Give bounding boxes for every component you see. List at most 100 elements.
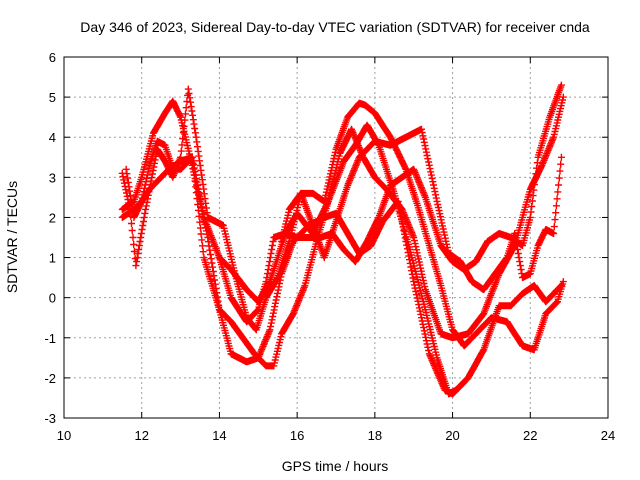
data-point bbox=[172, 100, 174, 102]
data-point bbox=[498, 273, 500, 275]
data-point bbox=[370, 244, 372, 247]
data-point bbox=[230, 321, 232, 323]
y-tick-label: -1 bbox=[44, 331, 56, 346]
data-point bbox=[288, 208, 290, 210]
data-point bbox=[180, 160, 182, 162]
data-point bbox=[148, 164, 151, 166]
data-point bbox=[335, 220, 337, 223]
y-axis-label: SDTVAR / TECUs bbox=[4, 181, 20, 293]
data-point bbox=[145, 208, 147, 210]
data-point bbox=[343, 248, 345, 251]
data-point bbox=[300, 192, 302, 194]
data-point bbox=[424, 309, 426, 311]
data-point bbox=[529, 273, 531, 275]
data-point bbox=[413, 168, 415, 170]
data-point bbox=[172, 168, 174, 170]
data-point bbox=[545, 228, 547, 231]
data-point bbox=[510, 305, 512, 307]
data-point bbox=[347, 184, 349, 186]
data-point bbox=[133, 200, 135, 202]
data-point bbox=[475, 261, 477, 263]
data-point bbox=[494, 273, 496, 275]
data-point bbox=[385, 188, 388, 190]
data-point bbox=[230, 297, 232, 299]
data-point bbox=[218, 309, 220, 311]
data-point bbox=[327, 200, 329, 202]
data-point bbox=[553, 232, 555, 235]
x-tick-label: 22 bbox=[523, 428, 537, 443]
data-point bbox=[148, 188, 151, 190]
data-point bbox=[436, 200, 438, 202]
data-point bbox=[378, 216, 380, 218]
data-point bbox=[164, 112, 166, 114]
x-tick-label: 12 bbox=[134, 428, 148, 443]
data-point bbox=[463, 345, 465, 347]
data-point bbox=[428, 244, 430, 247]
data-point bbox=[537, 244, 539, 247]
x-tick-label: 18 bbox=[368, 428, 382, 443]
data-point bbox=[452, 261, 454, 263]
data-point bbox=[506, 321, 508, 323]
data-point bbox=[358, 156, 360, 158]
data-point bbox=[562, 281, 564, 283]
y-tick-label: 3 bbox=[49, 170, 56, 185]
data-point bbox=[323, 200, 325, 202]
data-point bbox=[125, 168, 127, 170]
data-point bbox=[393, 192, 395, 194]
data-point bbox=[529, 216, 531, 218]
data-point bbox=[152, 132, 154, 134]
data-point bbox=[374, 112, 376, 114]
data-point bbox=[281, 333, 283, 335]
data-point bbox=[420, 128, 423, 130]
y-tick-label: 2 bbox=[49, 210, 56, 225]
data-point bbox=[323, 257, 325, 259]
data-point bbox=[413, 281, 415, 283]
data-point bbox=[374, 140, 376, 142]
x-tick-label: 20 bbox=[445, 428, 459, 443]
data-point bbox=[230, 269, 232, 271]
data-point bbox=[133, 216, 135, 218]
data-point bbox=[436, 357, 438, 359]
data-point bbox=[257, 309, 259, 311]
data-point bbox=[253, 353, 255, 355]
data-point bbox=[521, 277, 524, 279]
data-point bbox=[533, 285, 535, 287]
data-point bbox=[413, 236, 415, 239]
data-point bbox=[560, 156, 563, 158]
y-tick-label: -2 bbox=[44, 371, 56, 386]
data-point bbox=[281, 273, 283, 275]
data-point bbox=[401, 208, 403, 210]
data-point bbox=[218, 257, 220, 259]
data-point bbox=[160, 176, 162, 178]
data-point bbox=[172, 176, 174, 178]
data-point bbox=[180, 168, 182, 170]
data-point bbox=[562, 96, 564, 98]
data-point bbox=[428, 353, 430, 355]
data-point bbox=[296, 212, 298, 214]
y-tick-label: -3 bbox=[44, 411, 56, 426]
data-point bbox=[533, 349, 535, 351]
data-point bbox=[230, 353, 232, 355]
data-point bbox=[529, 188, 531, 190]
data-point bbox=[366, 240, 368, 243]
data-point bbox=[521, 345, 524, 347]
data-point bbox=[207, 236, 209, 239]
data-point bbox=[364, 104, 366, 106]
data-point bbox=[521, 293, 524, 295]
data-point bbox=[521, 244, 524, 247]
data-point bbox=[135, 265, 137, 267]
data-point bbox=[498, 232, 500, 235]
data-point bbox=[424, 289, 426, 291]
data-point bbox=[448, 393, 450, 395]
data-point bbox=[545, 313, 547, 315]
data-point bbox=[222, 224, 224, 227]
data-point bbox=[343, 160, 345, 162]
data-point bbox=[292, 240, 294, 243]
data-point bbox=[308, 236, 310, 239]
data-point bbox=[312, 192, 314, 194]
y-tick-label: 6 bbox=[49, 50, 56, 65]
data-point bbox=[121, 208, 123, 210]
data-point bbox=[417, 204, 419, 206]
data-point bbox=[242, 337, 244, 339]
